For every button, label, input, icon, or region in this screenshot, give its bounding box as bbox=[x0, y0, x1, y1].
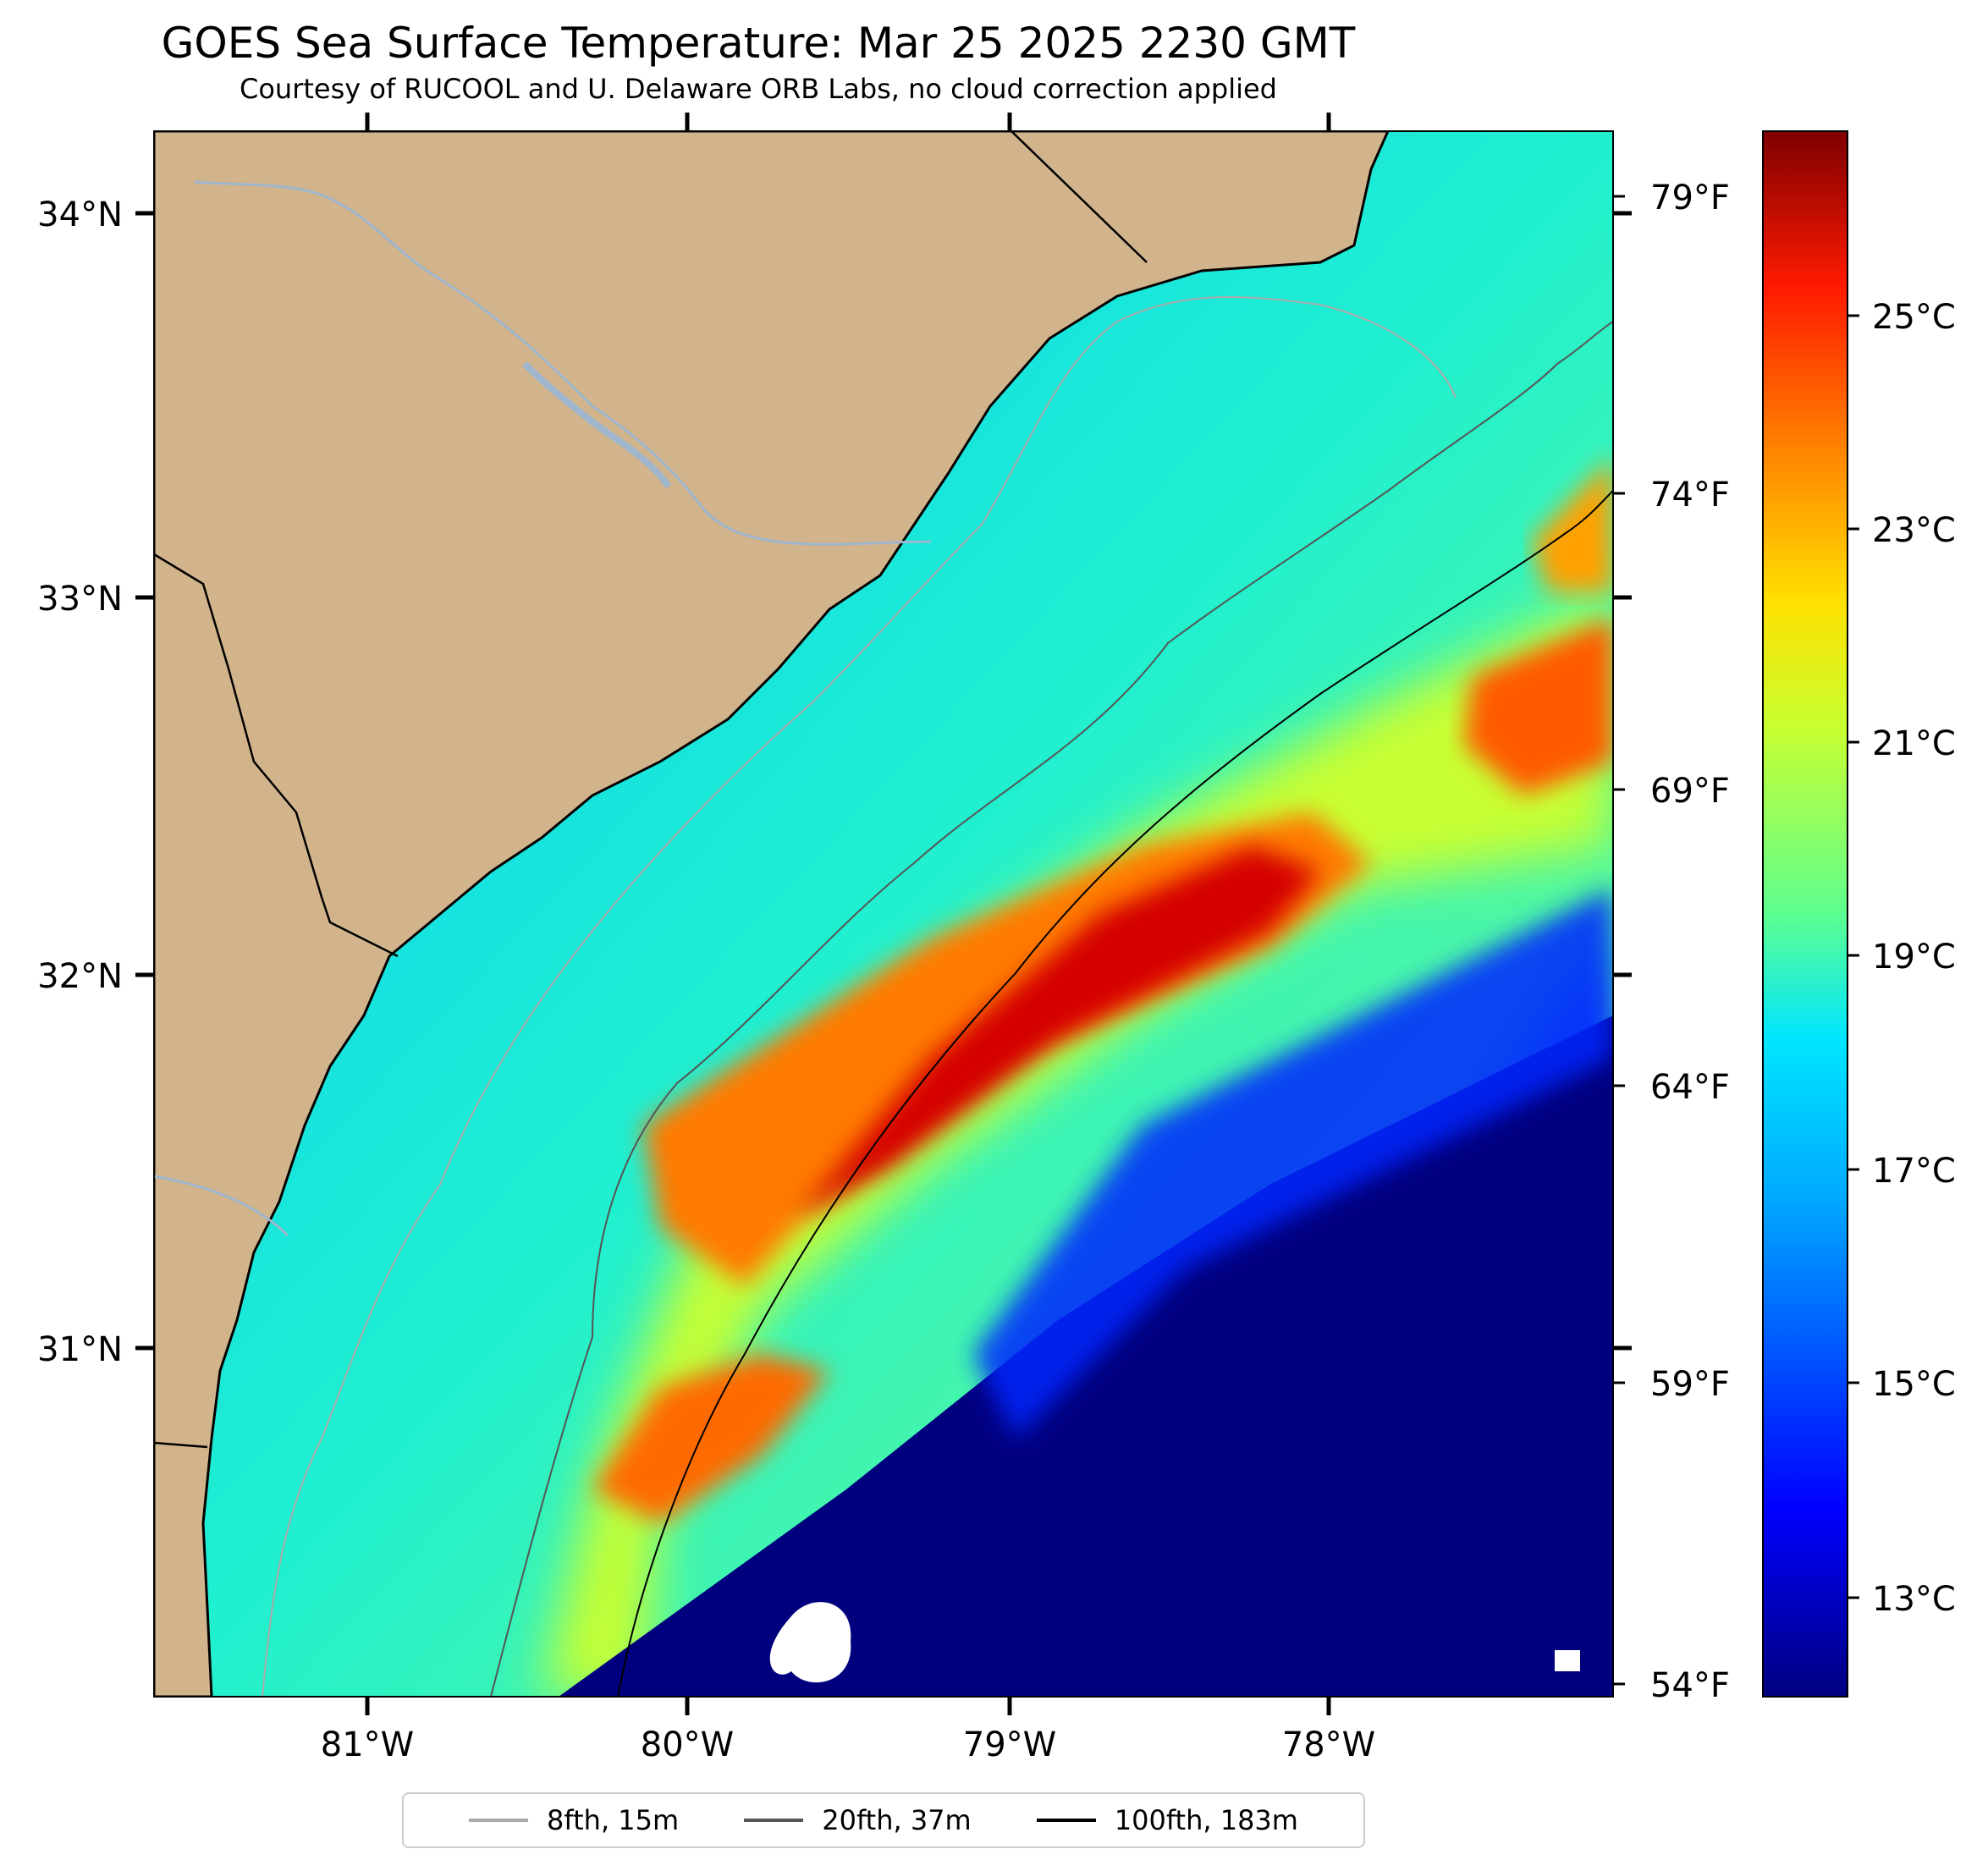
state-border-sc-ga bbox=[154, 553, 399, 958]
legend-label-20fth: 20fth, 37m bbox=[822, 1804, 972, 1836]
lon-tick-81: 81°W bbox=[321, 1725, 414, 1764]
map-frame bbox=[153, 130, 1614, 1698]
legend-swatch-8fth bbox=[469, 1819, 529, 1822]
gulf-stream-red bbox=[796, 846, 1320, 1219]
legend-swatch-100fth bbox=[1036, 1819, 1096, 1822]
lat-tick-34: 34°N bbox=[37, 195, 123, 234]
state-border-nc-sc bbox=[1011, 131, 1148, 263]
warm-eddy-east bbox=[1464, 618, 1613, 795]
land-mass bbox=[154, 131, 1390, 1697]
f-tick-54: 54°F bbox=[1650, 1666, 1730, 1705]
cb-tick-17: 17°C bbox=[1872, 1152, 1956, 1191]
legend-item-100fth: 100fth, 183m bbox=[1036, 1804, 1298, 1836]
legend-label-100fth: 100fth, 183m bbox=[1114, 1804, 1298, 1836]
cb-tick-13: 13°C bbox=[1872, 1580, 1956, 1619]
river-south bbox=[154, 1175, 289, 1237]
cb-tick-23: 23°C bbox=[1872, 511, 1956, 550]
warm-filament bbox=[592, 1354, 829, 1523]
f-tick-79: 79°F bbox=[1650, 179, 1730, 217]
depth-legend: 8fth, 15m 20fth, 37m 100fth, 183m bbox=[402, 1792, 1365, 1848]
lon-tick-80: 80°W bbox=[641, 1725, 734, 1764]
cloud-patch-small bbox=[1555, 1650, 1580, 1671]
fahrenheit-ticks bbox=[1613, 195, 1625, 1686]
lat-tick-33: 33°N bbox=[37, 580, 123, 619]
warm-eddy-northeast bbox=[1532, 457, 1613, 592]
f-tick-59: 59°F bbox=[1650, 1365, 1730, 1404]
cloud-patch bbox=[769, 1602, 851, 1683]
colorbar bbox=[1762, 130, 1848, 1698]
lon-tick-78: 78°W bbox=[1282, 1725, 1375, 1764]
legend-item-20fth: 20fth, 37m bbox=[744, 1804, 972, 1836]
river bbox=[194, 180, 932, 546]
legend-label-8fth: 8fth, 15m bbox=[547, 1804, 680, 1836]
cb-tick-25: 25°C bbox=[1872, 298, 1956, 337]
contour-20fth bbox=[490, 321, 1613, 1697]
chart-subtitle: Courtesy of RUCOOL and U. Delaware ORB L… bbox=[240, 73, 1277, 105]
lat-tick-32: 32°N bbox=[37, 957, 123, 996]
state-border-ga-fl bbox=[154, 1441, 208, 1449]
lat-tick-31: 31°N bbox=[37, 1330, 123, 1369]
lake bbox=[522, 361, 672, 489]
contour-8fth bbox=[262, 296, 1457, 1697]
legend-item-8fth: 8fth, 15m bbox=[469, 1804, 679, 1836]
colorbar-ticks bbox=[1848, 314, 1859, 1599]
cb-tick-19: 19°C bbox=[1872, 938, 1956, 977]
map-area bbox=[154, 131, 1613, 1697]
cb-tick-15: 15°C bbox=[1872, 1365, 1956, 1404]
f-tick-69: 69°F bbox=[1650, 772, 1730, 811]
legend-swatch-20fth bbox=[744, 1819, 804, 1822]
f-tick-64: 64°F bbox=[1650, 1068, 1730, 1107]
f-tick-74: 74°F bbox=[1650, 476, 1730, 515]
lon-tick-79: 79°W bbox=[963, 1725, 1056, 1764]
chart-title: GOES Sea Surface Temperature: Mar 25 202… bbox=[161, 19, 1356, 68]
contour-100fth bbox=[617, 490, 1613, 1697]
major-ticks bbox=[135, 113, 1632, 1715]
cb-tick-21: 21°C bbox=[1872, 724, 1956, 763]
cold-streaks bbox=[973, 889, 1613, 1439]
